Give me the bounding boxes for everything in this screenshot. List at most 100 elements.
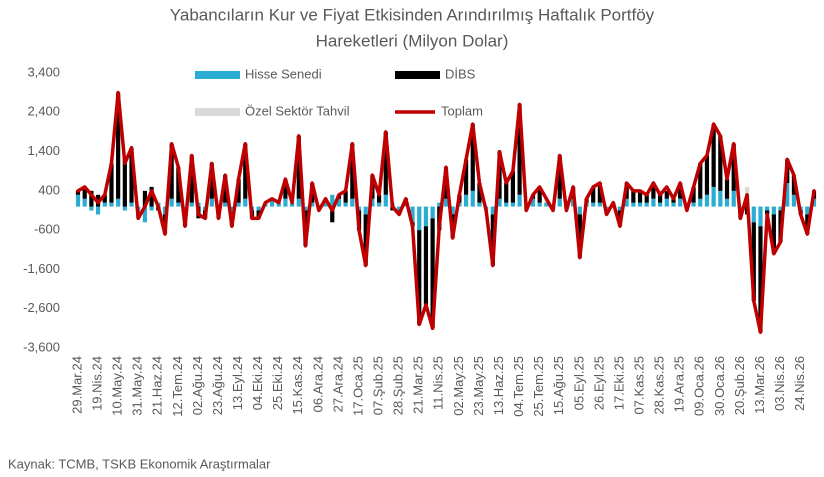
x-tick-label: 25.Tem.25: [531, 356, 546, 417]
bar: [577, 206, 582, 215]
bar: [537, 202, 542, 207]
bar: [537, 186, 542, 203]
x-tick-label: 15.Ağu.25: [551, 356, 566, 415]
bar: [671, 198, 676, 203]
x-tick-label: 30.Oca.26: [712, 356, 727, 416]
legend-label: DİBS: [445, 66, 476, 81]
bar: [350, 143, 355, 199]
bar: [577, 214, 582, 258]
x-tick-label: 15.Kas.24: [290, 356, 305, 415]
x-tick-label: 06.Ara.24: [310, 356, 325, 412]
bar: [470, 190, 475, 207]
bar: [149, 206, 154, 211]
bar: [269, 198, 275, 207]
y-tick-label: -600: [34, 222, 60, 237]
bar: [658, 202, 663, 207]
bar: [490, 206, 495, 215]
bar: [517, 194, 522, 207]
bar: [751, 222, 756, 301]
x-tick-label: 23.May.25: [471, 356, 486, 416]
bar: [671, 202, 676, 207]
bar: [437, 202, 442, 207]
bar: [504, 183, 509, 203]
bar: [290, 202, 295, 207]
legend-label: Toplam: [441, 103, 483, 118]
x-tick-label: 13.Mar.26: [752, 356, 767, 414]
bar: [765, 206, 770, 211]
bar: [591, 186, 596, 203]
bar: [89, 190, 94, 207]
bar: [718, 135, 723, 191]
bar: [450, 206, 455, 215]
bar: [651, 183, 656, 199]
y-tick-label: 1,400: [27, 143, 60, 158]
bar: [698, 198, 703, 207]
x-tick-label: 04.Tem.25: [511, 356, 526, 417]
bar: [711, 186, 716, 207]
bar: [497, 198, 502, 207]
x-tick-label: 26.Eyl.25: [591, 356, 606, 410]
bar: [624, 198, 629, 207]
bar: [129, 147, 134, 203]
x-tick-label: 31.May.24: [130, 356, 145, 416]
bar: [149, 186, 154, 207]
bar: [423, 206, 429, 227]
bar: [82, 186, 87, 199]
x-tick-label: 29.Mar.24: [69, 356, 84, 414]
bar: [169, 198, 174, 207]
bar: [343, 202, 348, 207]
x-tick-label: 05.Eyl.25: [571, 356, 586, 410]
bar: [209, 163, 214, 199]
bar: [637, 190, 643, 203]
x-tick-label: 19.Nis.24: [90, 356, 105, 411]
x-tick-label: 07.Kas.25: [631, 356, 646, 415]
bar: [791, 194, 797, 207]
bar: [142, 190, 148, 207]
bar: [75, 194, 81, 207]
bar: [430, 206, 435, 219]
bar: [122, 159, 127, 207]
legend-label: Hisse Senedi: [245, 66, 322, 81]
bar: [811, 198, 817, 207]
bar: [142, 206, 148, 223]
bar: [664, 190, 669, 199]
bar: [102, 194, 107, 203]
bar: [651, 198, 656, 207]
bar: [417, 230, 422, 325]
bar: [383, 131, 388, 195]
legend-label: Özel Sektör Tahvil: [245, 103, 350, 118]
bar: [644, 202, 649, 207]
bar: [336, 198, 342, 207]
bar: [296, 135, 301, 199]
bar: [731, 143, 736, 191]
bar: [256, 206, 261, 211]
bar: [711, 124, 716, 187]
x-tick-label: 13.Haz.25: [491, 356, 506, 415]
bar: [189, 155, 194, 203]
bar: [758, 206, 763, 227]
bar: [176, 202, 181, 207]
y-tick-label: 400: [38, 182, 60, 197]
bar: [704, 194, 710, 207]
bar: [463, 159, 469, 195]
bar: [664, 198, 669, 207]
bar: [303, 206, 308, 211]
x-tick-label: 07.Şub.25: [371, 356, 386, 415]
bar: [122, 206, 127, 211]
bar: [417, 206, 422, 231]
bar: [597, 202, 602, 207]
bar: [223, 175, 228, 203]
bar: [370, 198, 375, 207]
x-tick-label: 17.Oca.25: [350, 356, 365, 416]
bar: [109, 163, 114, 203]
bar: [443, 198, 449, 207]
bar: [363, 206, 368, 215]
bar: [363, 214, 368, 266]
chart-title: Hareketleri (Milyon Dolar): [316, 31, 509, 50]
x-tick-label: 21.Mar.25: [411, 356, 426, 414]
bar: [517, 104, 522, 195]
bar: [778, 206, 783, 211]
bar: [116, 198, 121, 207]
bar: [704, 155, 710, 195]
bar: [129, 202, 134, 207]
